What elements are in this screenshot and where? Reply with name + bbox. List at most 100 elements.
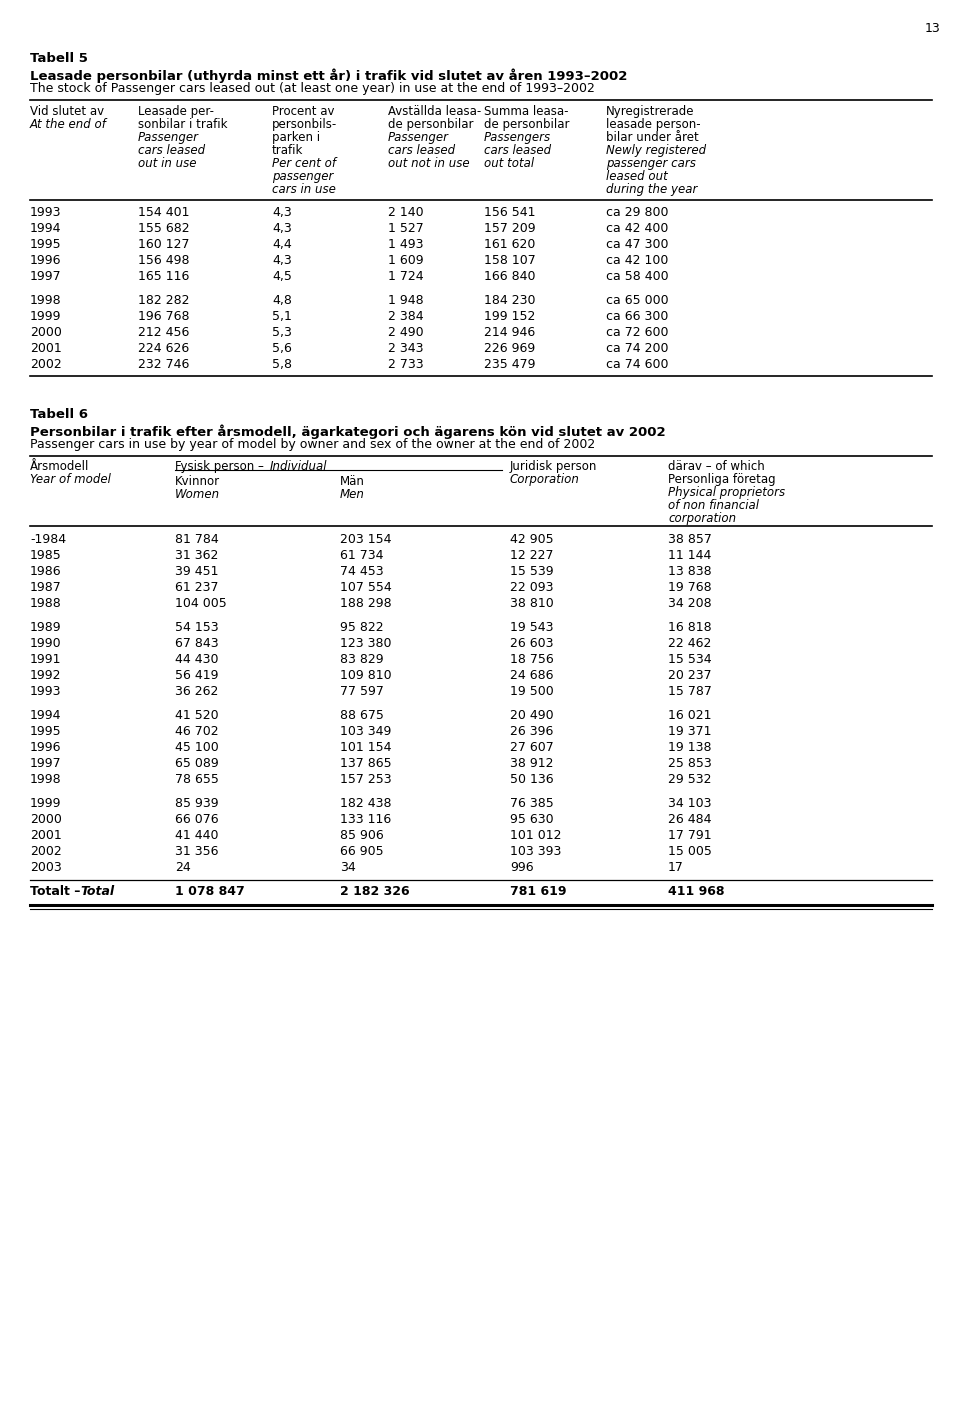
Text: Avställda leasa-: Avställda leasa- — [388, 106, 481, 118]
Text: 31 362: 31 362 — [175, 549, 218, 562]
Text: 2000: 2000 — [30, 327, 61, 339]
Text: 203 154: 203 154 — [340, 534, 392, 546]
Text: 78 655: 78 655 — [175, 773, 219, 786]
Text: 85 939: 85 939 — [175, 797, 219, 810]
Text: passenger: passenger — [272, 170, 333, 183]
Text: Fysisk person –: Fysisk person – — [175, 460, 268, 473]
Text: 42 905: 42 905 — [510, 534, 554, 546]
Text: 2 490: 2 490 — [388, 327, 423, 339]
Text: passenger cars: passenger cars — [606, 158, 696, 170]
Text: cars in use: cars in use — [272, 183, 336, 196]
Text: 19 500: 19 500 — [510, 686, 554, 698]
Text: Leasade personbilar (uthyrda minst ett år) i trafik vid slutet av åren 1993–2002: Leasade personbilar (uthyrda minst ett å… — [30, 68, 628, 83]
Text: 4,8: 4,8 — [272, 294, 292, 307]
Text: Individual: Individual — [270, 460, 327, 473]
Text: 13 838: 13 838 — [668, 565, 711, 579]
Text: 4,3: 4,3 — [272, 253, 292, 268]
Text: 38 810: 38 810 — [510, 597, 554, 610]
Text: The stock of Passenger cars leased out (at least one year) in use at the end of : The stock of Passenger cars leased out (… — [30, 82, 595, 94]
Text: Passengers: Passengers — [484, 131, 551, 144]
Text: 781 619: 781 619 — [510, 886, 566, 898]
Text: out total: out total — [484, 158, 534, 170]
Text: 155 682: 155 682 — [138, 222, 190, 235]
Text: 39 451: 39 451 — [175, 565, 219, 579]
Text: 54 153: 54 153 — [175, 621, 219, 634]
Text: ca 65 000: ca 65 000 — [606, 294, 668, 307]
Text: 74 453: 74 453 — [340, 565, 384, 579]
Text: Summa leasa-: Summa leasa- — [484, 106, 568, 118]
Text: Leasade per-: Leasade per- — [138, 106, 214, 118]
Text: 22 093: 22 093 — [510, 582, 554, 594]
Text: 156 541: 156 541 — [484, 206, 536, 220]
Text: 156 498: 156 498 — [138, 253, 189, 268]
Text: 2003: 2003 — [30, 862, 61, 874]
Text: 1994: 1994 — [30, 710, 61, 722]
Text: 1995: 1995 — [30, 725, 61, 738]
Text: 15 005: 15 005 — [668, 845, 712, 857]
Text: 161 620: 161 620 — [484, 238, 536, 251]
Text: Kvinnor: Kvinnor — [175, 474, 220, 489]
Text: 36 262: 36 262 — [175, 686, 218, 698]
Text: 19 138: 19 138 — [668, 741, 711, 755]
Text: 77 597: 77 597 — [340, 686, 384, 698]
Text: 85 906: 85 906 — [340, 829, 384, 842]
Text: 88 675: 88 675 — [340, 710, 384, 722]
Text: 11 144: 11 144 — [668, 549, 711, 562]
Text: 133 116: 133 116 — [340, 812, 392, 826]
Text: sonbilar i trafik: sonbilar i trafik — [138, 118, 228, 131]
Text: 34: 34 — [340, 862, 356, 874]
Text: ca 74 600: ca 74 600 — [606, 358, 668, 370]
Text: 1999: 1999 — [30, 310, 61, 322]
Text: 20 237: 20 237 — [668, 669, 711, 681]
Text: 2002: 2002 — [30, 845, 61, 857]
Text: Årsmodell: Årsmodell — [30, 460, 89, 473]
Text: bilar under året: bilar under året — [606, 131, 699, 144]
Text: 41 440: 41 440 — [175, 829, 219, 842]
Text: corporation: corporation — [668, 513, 736, 525]
Text: Total: Total — [80, 886, 114, 898]
Text: 1 527: 1 527 — [388, 222, 423, 235]
Text: 232 746: 232 746 — [138, 358, 189, 370]
Text: 4,3: 4,3 — [272, 222, 292, 235]
Text: 4,5: 4,5 — [272, 270, 292, 283]
Text: 5,6: 5,6 — [272, 342, 292, 355]
Text: 1985: 1985 — [30, 549, 61, 562]
Text: 46 702: 46 702 — [175, 725, 219, 738]
Text: trafik: trafik — [272, 144, 303, 158]
Text: 1996: 1996 — [30, 741, 61, 755]
Text: 154 401: 154 401 — [138, 206, 189, 220]
Text: de personbilar: de personbilar — [388, 118, 473, 131]
Text: 20 490: 20 490 — [510, 710, 554, 722]
Text: 31 356: 31 356 — [175, 845, 219, 857]
Text: 160 127: 160 127 — [138, 238, 189, 251]
Text: 107 554: 107 554 — [340, 582, 392, 594]
Text: 83 829: 83 829 — [340, 653, 384, 666]
Text: 103 349: 103 349 — [340, 725, 392, 738]
Text: 4,3: 4,3 — [272, 206, 292, 220]
Text: 25 853: 25 853 — [668, 758, 711, 770]
Text: 81 784: 81 784 — [175, 534, 219, 546]
Text: Passenger: Passenger — [388, 131, 449, 144]
Text: 15 539: 15 539 — [510, 565, 554, 579]
Text: Personbilar i trafik efter årsmodell, ägarkategori och ägarens kön vid slutet av: Personbilar i trafik efter årsmodell, äg… — [30, 424, 665, 438]
Text: Women: Women — [175, 489, 220, 501]
Text: 15 534: 15 534 — [668, 653, 711, 666]
Text: of non financial: of non financial — [668, 498, 759, 513]
Text: 1 078 847: 1 078 847 — [175, 886, 245, 898]
Text: 1990: 1990 — [30, 636, 61, 650]
Text: Physical proprietors: Physical proprietors — [668, 486, 785, 498]
Text: ca 58 400: ca 58 400 — [606, 270, 668, 283]
Text: Juridisk person: Juridisk person — [510, 460, 597, 473]
Text: 66 905: 66 905 — [340, 845, 384, 857]
Text: 4,4: 4,4 — [272, 238, 292, 251]
Text: 1 493: 1 493 — [388, 238, 423, 251]
Text: 188 298: 188 298 — [340, 597, 392, 610]
Text: Men: Men — [340, 489, 365, 501]
Text: ca 74 200: ca 74 200 — [606, 342, 668, 355]
Text: 214 946: 214 946 — [484, 327, 536, 339]
Text: 101 154: 101 154 — [340, 741, 392, 755]
Text: 5,3: 5,3 — [272, 327, 292, 339]
Text: 235 479: 235 479 — [484, 358, 536, 370]
Text: ca 42 100: ca 42 100 — [606, 253, 668, 268]
Text: 109 810: 109 810 — [340, 669, 392, 681]
